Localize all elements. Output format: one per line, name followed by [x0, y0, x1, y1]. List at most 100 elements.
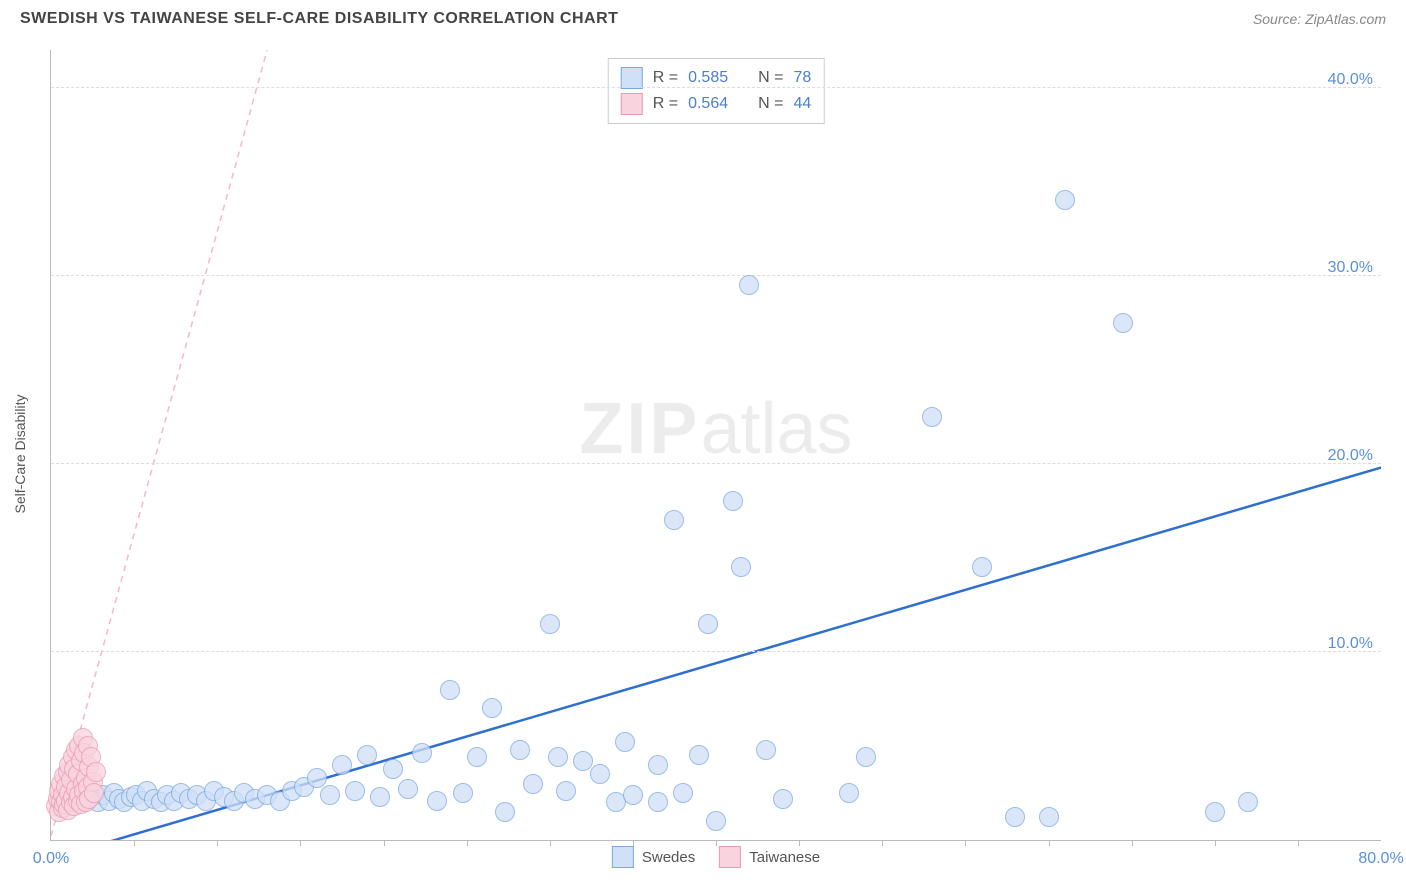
data-point	[1039, 807, 1059, 827]
data-point	[510, 740, 530, 760]
trend-line	[51, 468, 1381, 840]
x-tick	[384, 840, 385, 846]
legend-item: Swedes	[612, 846, 695, 868]
data-point	[357, 745, 377, 765]
data-point	[427, 791, 447, 811]
gridline	[51, 651, 1381, 652]
data-point	[664, 510, 684, 530]
data-point	[1205, 802, 1225, 822]
n-label: N =	[758, 95, 783, 113]
data-point	[723, 491, 743, 511]
legend-swatch	[719, 846, 741, 868]
n-label: N =	[758, 69, 783, 87]
r-value: 0.585	[688, 69, 728, 87]
data-point	[856, 747, 876, 767]
y-tick-label: 20.0%	[1328, 447, 1373, 465]
x-tick	[300, 840, 301, 846]
x-tick-label: 80.0%	[1358, 850, 1403, 868]
data-point	[84, 783, 104, 803]
n-value: 44	[793, 95, 811, 113]
y-tick-label: 30.0%	[1328, 259, 1373, 277]
watermark: ZIPatlas	[579, 388, 852, 470]
gridline	[51, 87, 1381, 88]
x-tick	[799, 840, 800, 846]
data-point	[440, 680, 460, 700]
trend-lines	[51, 50, 1381, 840]
r-value: 0.564	[688, 95, 728, 113]
n-value: 78	[793, 69, 811, 87]
data-point	[1113, 313, 1133, 333]
data-point	[467, 747, 487, 767]
x-tick	[965, 840, 966, 846]
data-point	[972, 557, 992, 577]
x-tick	[1049, 840, 1050, 846]
legend-stats-row: R = 0.564 N = 44	[621, 91, 812, 117]
data-point	[332, 755, 352, 775]
r-label: R =	[653, 69, 678, 87]
legend-series: Swedes Taiwanese	[612, 846, 820, 868]
data-point	[839, 783, 859, 803]
data-point	[648, 755, 668, 775]
data-point	[590, 764, 610, 784]
data-point	[398, 779, 418, 799]
data-point	[706, 811, 726, 831]
data-point	[556, 781, 576, 801]
y-tick-label: 40.0%	[1328, 71, 1373, 89]
data-point	[573, 751, 593, 771]
data-point	[673, 783, 693, 803]
data-point	[731, 557, 751, 577]
x-tick	[134, 840, 135, 846]
r-label: R =	[653, 95, 678, 113]
x-tick	[633, 840, 634, 846]
x-tick-label: 0.0%	[33, 850, 69, 868]
data-point	[698, 614, 718, 634]
data-point	[623, 785, 643, 805]
data-point	[739, 275, 759, 295]
data-point	[370, 787, 390, 807]
x-tick	[1132, 840, 1133, 846]
x-tick	[467, 840, 468, 846]
data-point	[548, 747, 568, 767]
data-point	[756, 740, 776, 760]
data-point	[523, 774, 543, 794]
source-label: Source: ZipAtlas.com	[1253, 11, 1386, 27]
legend-stats: R = 0.585 N = 78 R = 0.564 N = 44	[608, 58, 825, 124]
data-point	[615, 732, 635, 752]
legend-swatch	[612, 846, 634, 868]
x-tick	[1298, 840, 1299, 846]
data-point	[383, 759, 403, 779]
data-point	[1005, 807, 1025, 827]
y-axis-label: Self-Care Disability	[12, 394, 28, 513]
legend-item: Taiwanese	[719, 846, 820, 868]
gridline	[51, 463, 1381, 464]
data-point	[482, 698, 502, 718]
x-tick	[1215, 840, 1216, 846]
data-point	[1055, 190, 1075, 210]
data-point	[773, 789, 793, 809]
data-point	[648, 792, 668, 812]
legend-label: Taiwanese	[749, 849, 820, 866]
x-tick	[550, 840, 551, 846]
data-point	[345, 781, 365, 801]
data-point	[453, 783, 473, 803]
data-point	[540, 614, 560, 634]
y-tick-label: 10.0%	[1328, 635, 1373, 653]
data-point	[495, 802, 515, 822]
data-point	[320, 785, 340, 805]
chart-title: SWEDISH VS TAIWANESE SELF-CARE DISABILIT…	[20, 10, 618, 28]
x-tick	[882, 840, 883, 846]
data-point	[412, 743, 432, 763]
gridline	[51, 275, 1381, 276]
data-point	[922, 407, 942, 427]
header: SWEDISH VS TAIWANESE SELF-CARE DISABILIT…	[0, 0, 1406, 28]
legend-label: Swedes	[642, 849, 695, 866]
chart-area: ZIPatlas R =0.585N =78R =0.564N =44 Swed…	[50, 50, 1381, 841]
data-point	[86, 762, 106, 782]
data-point	[1238, 792, 1258, 812]
trend-line	[51, 50, 267, 836]
x-tick	[217, 840, 218, 846]
data-point	[307, 768, 327, 788]
x-tick	[716, 840, 717, 846]
data-point	[689, 745, 709, 765]
legend-swatch	[621, 93, 643, 115]
